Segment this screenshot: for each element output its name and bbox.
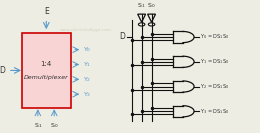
Text: Y$_1$ = DS$_1$S$_0$: Y$_1$ = DS$_1$S$_0$	[200, 57, 230, 66]
Text: Y$_0$: Y$_0$	[83, 45, 92, 54]
Text: S$_1$: S$_1$	[138, 1, 146, 10]
Text: D: D	[120, 32, 126, 41]
Text: S$_1$: S$_1$	[34, 121, 42, 130]
Text: Y$_3$ = DS$_1$S$_0$: Y$_3$ = DS$_1$S$_0$	[200, 107, 230, 116]
Text: Y$_0$ = DS$_1$S$_0$: Y$_0$ = DS$_1$S$_0$	[200, 33, 230, 41]
Text: Demultiplexer: Demultiplexer	[24, 75, 69, 80]
Text: Y$_1$: Y$_1$	[83, 60, 92, 69]
Text: S$_0$: S$_0$	[147, 1, 156, 10]
Text: Y$_3$: Y$_3$	[83, 90, 92, 99]
Bar	[22, 33, 71, 108]
Text: Y$_2$ = DS$_1$S$_0$: Y$_2$ = DS$_1$S$_0$	[200, 82, 230, 91]
Text: Y$_2$: Y$_2$	[83, 75, 92, 84]
Text: www.electricallygo.com: www.electricallygo.com	[60, 28, 112, 32]
Text: 1:4: 1:4	[41, 61, 52, 67]
Text: E: E	[44, 7, 49, 16]
Text: S$_0$: S$_0$	[50, 121, 58, 130]
Text: D: D	[0, 66, 5, 75]
